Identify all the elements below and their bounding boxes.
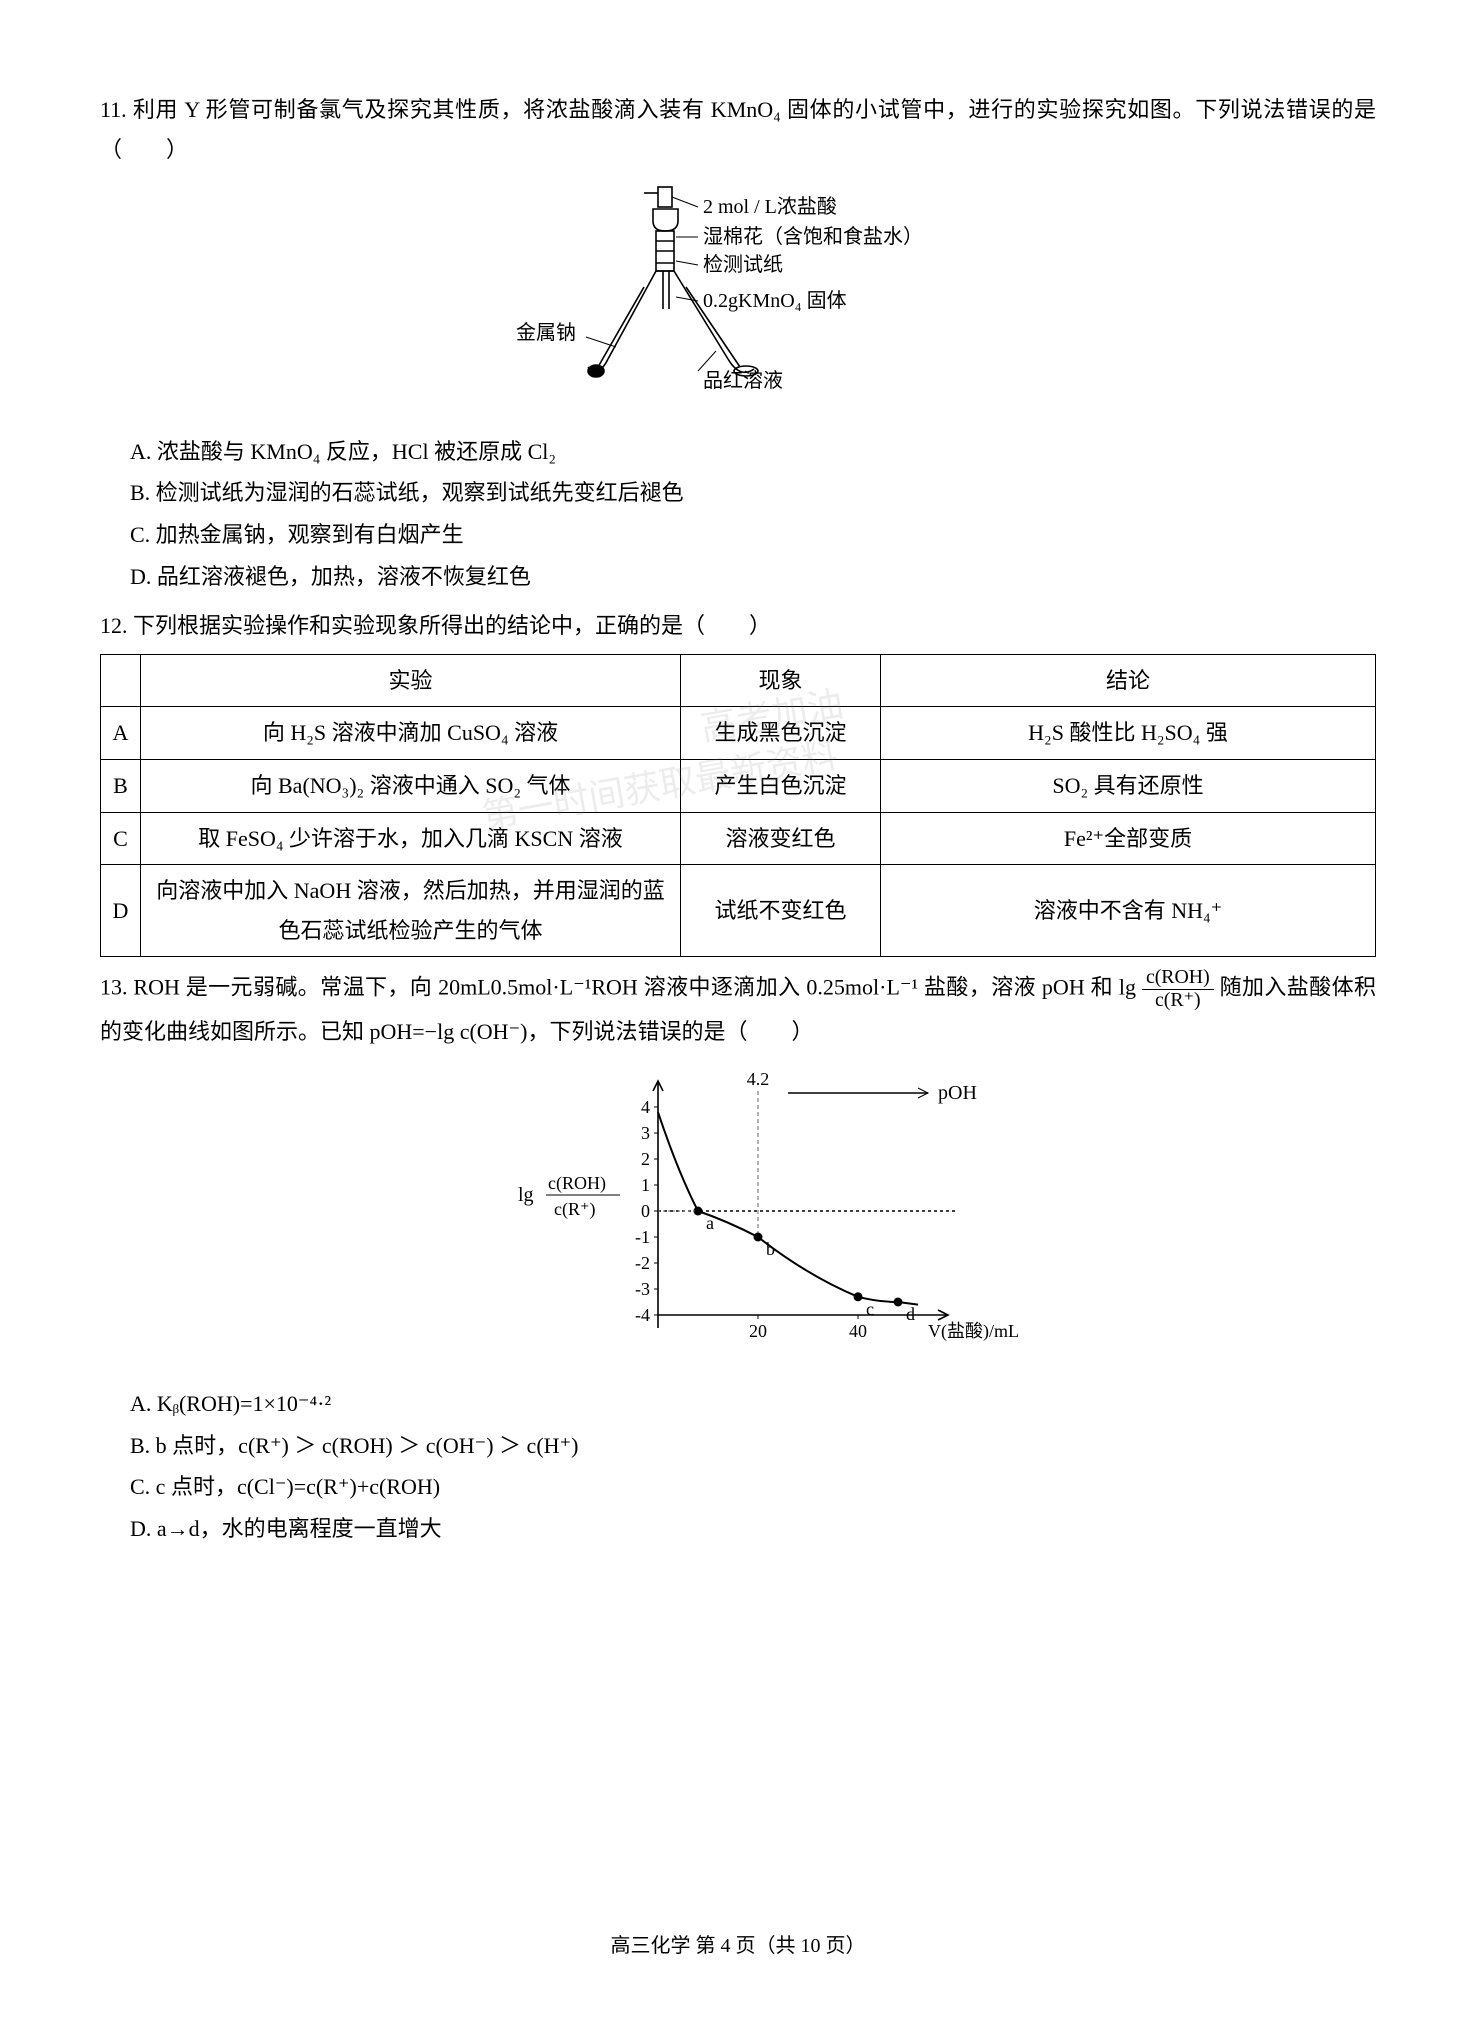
q11-option-a: A. 浓盐酸与 KMnO₄ 反应，HCl 被还原成 Cl₂ — [100, 432, 1376, 472]
q13-text: 13. ROH 是一元弱碱。常温下，向 20mL0.5mol·L⁻¹ROH 溶液… — [100, 967, 1376, 1051]
svg-text:c(ROH): c(ROH) — [548, 1173, 606, 1194]
label-fuchsin: 品红溶液 — [703, 369, 783, 392]
label-paper: 检测试纸 — [703, 253, 783, 276]
q12-h2: 现象 — [681, 654, 881, 707]
q13-chart: 4 3 2 1 0 -1 -2 -3 -4 20 40 4.2 pOH V(盐酸)/mL lg c(ROH)… — [100, 1061, 1376, 1374]
q11-text: 11. 利用 Y 形管可制备氯气及探究其性质，将浓盐酸滴入装有 KMnO₄ 固体… — [100, 90, 1376, 169]
svg-text:40: 40 — [849, 1321, 867, 1341]
q11-option-b: B. 检测试纸为湿润的石蕊试纸，观察到试纸先变红后褪色 — [100, 473, 1376, 513]
q13-option-c: C. c 点时，c(Cl⁻)=c(R⁺)+c(ROH) — [100, 1467, 1376, 1507]
q11-diagram: 2 mol / L浓盐酸 湿棉花（含饱和食盐水） 检测试纸 0.2gKMnO₄ … — [100, 179, 1376, 422]
svg-text:4: 4 — [641, 1097, 650, 1117]
svg-text:1: 1 — [641, 1175, 650, 1195]
q12-h3: 结论 — [881, 654, 1376, 707]
svg-text:pOH: pOH — [938, 1082, 977, 1104]
q12-h1: 实验 — [141, 654, 681, 707]
label-hcl: 2 mol / L浓盐酸 — [703, 195, 837, 218]
q11-option-c: C. 加热金属钠，观察到有白烟产生 — [100, 515, 1376, 555]
q12-table: 实验 现象 结论 A 向 H₂S 溶液中滴加 CuSO₄ 溶液 生成黑色沉淀 H… — [100, 654, 1376, 958]
svg-text:-1: -1 — [635, 1227, 650, 1247]
svg-text:-3: -3 — [635, 1279, 650, 1299]
q13-frac: c(ROH) c(R⁺) — [1142, 967, 1214, 1012]
q12-h0 — [101, 654, 141, 707]
svg-text:lg: lg — [518, 1184, 534, 1206]
svg-text:3: 3 — [641, 1123, 650, 1143]
label-cotton: 湿棉花（含饱和食盐水） — [703, 225, 923, 248]
svg-text:a: a — [706, 1213, 714, 1233]
svg-text:-4: -4 — [635, 1305, 650, 1325]
svg-text:-2: -2 — [635, 1253, 650, 1273]
q13-option-b: B. b 点时，c(R⁺) ＞ c(ROH) ＞ c(OH⁻) ＞ c(H⁺) — [100, 1426, 1376, 1466]
label-kmno4: 0.2gKMnO₄ 固体 — [703, 289, 847, 312]
page-footer: 高三化学 第 4 页（共 10 页） — [100, 1928, 1376, 1964]
question-12: 12. 下列根据实验操作和实验现象所得出的结论中，正确的是（ ） 高考加油 第一… — [100, 606, 1376, 957]
svg-text:b: b — [766, 1239, 775, 1259]
question-13: 13. ROH 是一元弱碱。常温下，向 20mL0.5mol·L⁻¹ROH 溶液… — [100, 967, 1376, 1548]
q13-option-a: A. Kᵦ(ROH)=1×10⁻⁴·² — [100, 1384, 1376, 1424]
question-11: 11. 利用 Y 形管可制备氯气及探究其性质，将浓盐酸滴入装有 KMnO₄ 固体… — [100, 90, 1376, 596]
q11-option-d: D. 品红溶液褪色，加热，溶液不恢复红色 — [100, 557, 1376, 597]
svg-text:20: 20 — [749, 1321, 767, 1341]
svg-text:V(盐酸)/mL: V(盐酸)/mL — [928, 1321, 1018, 1342]
svg-text:d: d — [906, 1304, 915, 1324]
table-row: A 向 H₂S 溶液中滴加 CuSO₄ 溶液 生成黑色沉淀 H₂S 酸性比 H₂… — [101, 707, 1376, 760]
label-na: 金属钠 — [516, 321, 576, 344]
table-row: D 向溶液中加入 NaOH 溶液，然后加热，并用湿润的蓝色石蕊试纸检验产生的气体… — [101, 865, 1376, 957]
table-row: B 向 Ba(NO₃)₂ 溶液中通入 SO₂ 气体 产生白色沉淀 SO₂ 具有还… — [101, 759, 1376, 812]
q13-option-d: D. a→d，水的电离程度一直增大 — [100, 1509, 1376, 1549]
svg-text:c: c — [866, 1299, 874, 1319]
svg-text:2: 2 — [641, 1149, 650, 1169]
svg-text:4.2: 4.2 — [747, 1069, 770, 1089]
svg-text:c(R⁺): c(R⁺) — [554, 1199, 595, 1220]
table-row: C 取 FeSO₄ 少许溶于水，加入几滴 KSCN 溶液 溶液变红色 Fe²⁺全… — [101, 812, 1376, 865]
q12-text: 12. 下列根据实验操作和实验现象所得出的结论中，正确的是（ ） — [100, 606, 1376, 646]
svg-text:0: 0 — [641, 1201, 650, 1221]
